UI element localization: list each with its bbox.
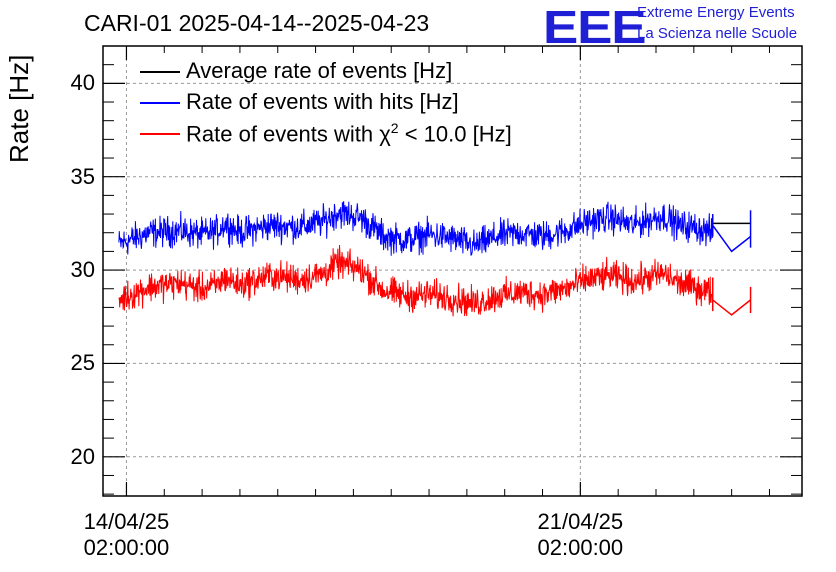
legend-swatch-average <box>140 71 180 73</box>
plot-frame <box>102 45 803 497</box>
grid-lines <box>103 46 802 496</box>
series-chi2-tail <box>712 299 752 316</box>
series-layer <box>118 201 752 317</box>
series-chi2-line <box>118 244 714 317</box>
legend-swatch-hits <box>140 102 180 104</box>
series-hits-tail <box>712 224 752 253</box>
legend-label-chi2-sup: 2 <box>390 120 399 136</box>
eee-logo-line2: La Scienza nelle Scuole <box>637 25 798 42</box>
legend-swatch-chi2 <box>140 133 180 135</box>
axis-ticks <box>103 45 802 496</box>
y-tick-label: 20 <box>70 443 95 469</box>
y-tick-label: 25 <box>70 350 95 376</box>
series-hits-line <box>118 201 714 256</box>
x-tick-label: 21/04/25 02:00:00 <box>510 509 650 561</box>
legend-label-chi2: Rate of events with χ2 < 10.0 [Hz] <box>186 120 512 147</box>
y-tick-label: 30 <box>70 257 95 283</box>
y-tick-label: 40 <box>70 70 95 96</box>
y-tick-label: 35 <box>70 163 95 189</box>
x-tick-label-time: 02:00:00 <box>83 535 170 560</box>
x-tick-label-date: 14/04/25 <box>83 509 170 534</box>
x-tick-label: 14/04/25 02:00:00 <box>56 509 196 561</box>
eee-logo-mark: EEE <box>543 1 647 53</box>
legend-label-chi2-suffix: < 10.0 [Hz] <box>398 121 512 147</box>
x-tick-label-time: 02:00:00 <box>537 535 624 560</box>
y-axis-label: Rate [Hz] <box>4 54 34 163</box>
x-tick-label-date: 21/04/25 <box>537 509 624 534</box>
legend-label-hits: Rate of events with hits [Hz] <box>186 89 459 114</box>
legend-label-chi2-prefix: Rate of events with <box>186 121 380 147</box>
legend-label-chi2-symbol: χ <box>379 121 391 147</box>
legend-label-average: Average rate of events [Hz] <box>186 58 453 83</box>
eee-logo-line1: Extreme Energy Events <box>637 4 795 21</box>
chart-title: CARI-01 2025-04-14--2025-04-23 <box>84 10 430 36</box>
